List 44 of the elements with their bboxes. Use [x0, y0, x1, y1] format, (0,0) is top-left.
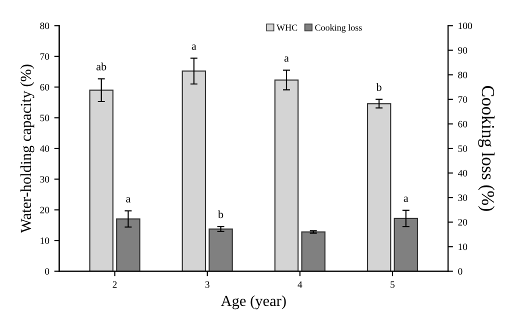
- y-tick-label: 10: [40, 237, 50, 244]
- data-label: b: [218, 210, 224, 218]
- data-label: a: [126, 197, 131, 202]
- y-axis-title: Water-holding capacity (%): [20, 64, 34, 233]
- y2-tick-label: 30: [458, 194, 468, 202]
- bar: [182, 70, 206, 272]
- bar: [366, 103, 392, 272]
- y2-tick-label: 10: [458, 244, 468, 250]
- legend-label: WHC: [276, 24, 298, 31]
- y2-axis-title: Cooking loss (%): [478, 86, 495, 211]
- y2-tick-label: 20: [458, 219, 468, 226]
- y2-tick-label: 40: [458, 170, 468, 176]
- legend-label: Cooking loss: [315, 24, 362, 33]
- y-tick-label: 80: [40, 22, 50, 30]
- y-tick-label: 70: [40, 53, 50, 60]
- bar: [394, 218, 418, 272]
- y-tick-label: 60: [40, 84, 50, 91]
- data-label: a: [284, 56, 289, 62]
- y-tick-label: 40: [40, 145, 50, 152]
- data-label: b: [376, 83, 382, 91]
- x-tick-label: 3: [205, 281, 210, 288]
- bar: [116, 218, 140, 272]
- y2-tick-label: 60: [458, 120, 468, 128]
- bar: [301, 231, 326, 272]
- x-tick-label: 5: [390, 281, 395, 288]
- bar: [208, 228, 233, 272]
- y-tick-label: 50: [40, 114, 50, 122]
- y-tick-label: 20: [40, 206, 50, 214]
- bar: [89, 90, 114, 272]
- y2-tick-label: 100: [458, 22, 472, 30]
- y-tick-label: 30: [40, 176, 50, 183]
- y2-tick-label: 0: [458, 268, 462, 275]
- x-tick-label: 2: [112, 281, 117, 288]
- data-label: ab: [96, 62, 106, 70]
- x-tick-label: 4: [298, 281, 302, 288]
- y2-tick-label: 70: [458, 96, 468, 103]
- y2-tick-label: 80: [458, 72, 468, 78]
- y-tick-label: 0: [45, 268, 50, 275]
- data-label: a: [192, 44, 196, 50]
- y2-tick-label: 50: [458, 145, 468, 152]
- bar: [274, 79, 299, 272]
- y2-tick-label: 90: [458, 47, 468, 54]
- x-axis-title: Age (year): [220, 295, 286, 310]
- data-label: a: [404, 196, 408, 202]
